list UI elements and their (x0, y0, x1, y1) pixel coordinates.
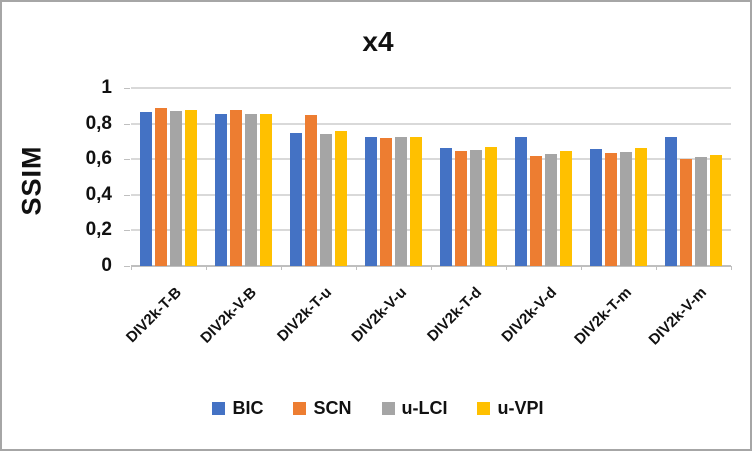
x-tick-mark (281, 266, 282, 270)
y-tick-mark (124, 88, 130, 89)
bar-u-VPI-DIV2k-V-m (710, 154, 722, 266)
bar-SCN-DIV2k-V-u (380, 138, 392, 266)
y-axis-title: SSIM (16, 145, 47, 216)
bar-u-LCI-DIV2k-T-d (470, 150, 482, 266)
plot-area (131, 87, 731, 267)
x-tick-mark (356, 266, 357, 270)
x-tick-mark (581, 266, 582, 270)
bar-u-LCI-DIV2k-V-B (245, 114, 257, 266)
bar-u-VPI-DIV2k-T-u (335, 131, 347, 266)
legend-swatch-icon (293, 402, 307, 415)
gridline (131, 158, 731, 161)
bar-u-LCI-DIV2k-T-B (170, 111, 182, 266)
bar-BIC-DIV2k-V-B (215, 114, 227, 266)
y-tick-mark (124, 266, 130, 267)
bar-SCN-DIV2k-V-m (680, 158, 692, 266)
y-tick-mark (124, 123, 130, 125)
x-tick-mark (206, 266, 207, 270)
bar-SCN-DIV2k-T-d (455, 151, 467, 266)
gridline (131, 229, 731, 232)
legend-item-u-VPI: u-VPI (477, 398, 544, 419)
x-tick-mark (131, 266, 132, 270)
bar-u-LCI-DIV2k-V-m (695, 157, 707, 266)
bar-u-VPI-DIV2k-V-d (560, 151, 572, 266)
x-tick-mark (431, 266, 432, 270)
legend-item-u-LCI: u-LCI (381, 398, 448, 419)
y-tick-mark (124, 194, 130, 196)
bar-u-VPI-DIV2k-V-u (410, 137, 422, 266)
gridline (131, 122, 731, 125)
bar-BIC-DIV2k-V-u (365, 136, 377, 266)
bar-u-LCI-DIV2k-T-u (320, 133, 332, 266)
x-tick-mark (506, 266, 507, 270)
legend-label: SCN (313, 398, 352, 418)
legend-label: u-LCI (401, 398, 448, 418)
y-tick-mark (124, 159, 130, 161)
y-tick-mark (124, 230, 130, 232)
bar-u-LCI-DIV2k-V-u (395, 136, 407, 266)
gridline (131, 87, 731, 89)
x-tick-mark (656, 266, 657, 270)
bar-SCN-DIV2k-T-u (305, 115, 317, 266)
bar-BIC-DIV2k-T-m (590, 149, 602, 266)
x-tick-mark (731, 266, 732, 270)
legend-swatch-icon (381, 402, 395, 415)
legend-label: BIC (232, 398, 264, 418)
bar-u-VPI-DIV2k-T-d (485, 147, 497, 266)
bar-u-VPI-DIV2k-V-B (260, 113, 272, 266)
bar-BIC-DIV2k-T-d (440, 148, 452, 266)
y-tick-label: 0,6 (85, 148, 112, 170)
bar-SCN-DIV2k-T-B (155, 108, 167, 266)
bar-BIC-DIV2k-T-B (140, 111, 152, 266)
legend-item-SCN: SCN (293, 398, 352, 419)
gridline (131, 193, 731, 196)
bar-SCN-DIV2k-V-B (230, 110, 242, 266)
bar-BIC-DIV2k-V-m (665, 137, 677, 266)
legend-item-BIC: BIC (212, 398, 263, 419)
legend: BIC SCN u-LCI u-VPI (2, 398, 750, 419)
legend-label: u-VPI (497, 398, 544, 418)
bar-BIC-DIV2k-V-d (515, 137, 527, 266)
bar-u-LCI-DIV2k-V-d (545, 153, 557, 266)
legend-swatch-icon (477, 402, 491, 415)
bar-BIC-DIV2k-T-u (290, 132, 302, 266)
bar-SCN-DIV2k-V-d (530, 155, 542, 266)
y-tick-label: 0,2 (85, 219, 112, 241)
bar-u-LCI-DIV2k-T-m (620, 151, 632, 266)
bar-SCN-DIV2k-T-m (605, 152, 617, 266)
chart-title: x4 (362, 26, 394, 57)
y-tick-label: 0,8 (85, 112, 112, 134)
legend-swatch-icon (212, 402, 226, 415)
y-tick-label: 0 (101, 255, 112, 276)
bar-u-VPI-DIV2k-T-B (185, 110, 197, 266)
y-tick-label: 0,4 (85, 183, 112, 205)
bar-u-VPI-DIV2k-T-m (635, 148, 647, 266)
y-tick-label: 1 (101, 77, 112, 98)
